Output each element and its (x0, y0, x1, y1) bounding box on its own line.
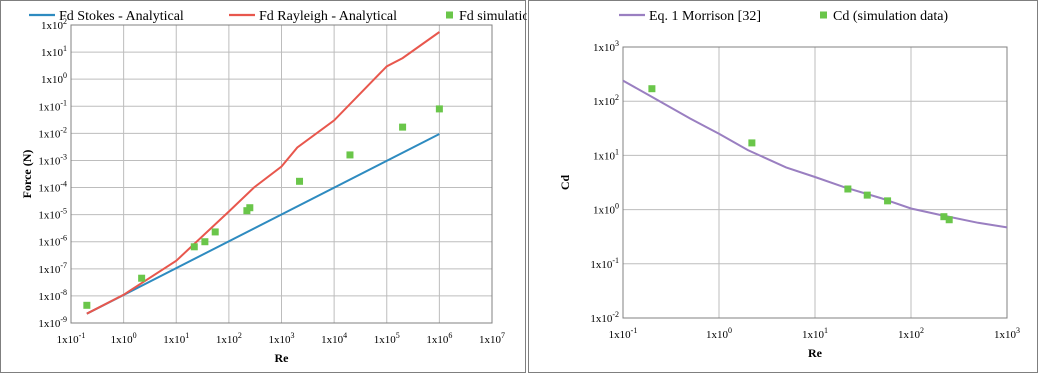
cd-chart: 1x10-1 1x100 1x101 1x102 1x1031x10-21x10-11x… (558, 9, 1020, 360)
y-tick-label: 1x10-3 (38, 152, 67, 167)
y-tick-label: 1x100 (593, 202, 619, 217)
x-tick-label: 1x101 (163, 331, 189, 346)
legend-label: Fd Stokes - Analytical (59, 9, 184, 24)
data-point (844, 185, 852, 193)
plot-area-border (70, 24, 493, 324)
y-tick-label: 1x10-1 (38, 98, 67, 113)
x-tick-label: 1x102 (898, 326, 924, 341)
y-tick-label: 1x10-6 (38, 234, 67, 249)
y-tick-label: 1x101 (593, 147, 619, 162)
force-chart-panel: 1x10-1 1x100 1x101 1x102 1x103 1x104 1x105 1x10… (0, 0, 527, 373)
x-tick-label: 1x103 (994, 326, 1020, 341)
y-tick-label: 1x100 (41, 71, 67, 86)
data-point (138, 274, 146, 282)
y-axis-title: Cd (558, 175, 572, 191)
series-line-1 (86, 31, 440, 315)
x-tick-label: 1x104 (321, 331, 347, 346)
data-point (246, 204, 254, 212)
x-tick-label: 1x106 (426, 331, 452, 346)
data-point (648, 85, 656, 93)
series-line-0 (86, 133, 440, 315)
data-point (296, 177, 304, 185)
data-point (399, 123, 407, 131)
data-point (940, 213, 948, 221)
y-tick-label: 1x10-4 (38, 180, 67, 195)
x-tick-label: 1x102 (216, 331, 242, 346)
plot-area-border (622, 46, 1008, 319)
legend-swatch-marker (820, 11, 827, 19)
force-chart: 1x10-1 1x100 1x101 1x102 1x103 1x104 1x105 1x10… (20, 9, 527, 365)
x-tick-label: 1x100 (706, 326, 732, 341)
data-point (201, 238, 209, 246)
x-axis-title: Re (275, 351, 290, 365)
data-point (211, 228, 219, 236)
y-tick-label: 1x102 (593, 93, 619, 108)
x-tick-label: 1x107 (479, 331, 505, 346)
data-point (190, 243, 198, 251)
y-tick-label: 1x10-1 (590, 256, 619, 271)
legend-label: Cd (simulation data) (833, 9, 948, 24)
y-tick-label: 1x102 (41, 17, 67, 32)
data-point (346, 151, 354, 159)
y-tick-label: 1x10-2 (38, 125, 67, 140)
y-tick-label: 1x10-9 (38, 315, 67, 330)
cd-chart-panel: 1x10-1 1x100 1x101 1x102 1x103 1x10-2 1x10-1 1x… (528, 0, 1038, 373)
x-tick-label: 1x10-1 (609, 326, 638, 341)
y-tick-label: 1x103 (593, 39, 619, 54)
x-axis-title: Re (808, 346, 823, 360)
data-point (83, 301, 91, 309)
y-tick-label: 1x101 (41, 44, 67, 59)
y-tick-label: 1x10-2 (590, 310, 619, 325)
y-axis-title: Force (N) (20, 150, 34, 199)
legend-label: Eq. 1 Morrison [32] (649, 9, 761, 24)
data-point (945, 216, 953, 224)
data-point (884, 197, 892, 205)
legend-label: Fd Rayleigh - Analytical (259, 9, 397, 24)
data-point (863, 191, 871, 199)
x-tick-label: 1x10-1 (57, 331, 86, 346)
legend-label: Fd simulation (459, 9, 527, 24)
x-tick-label: 1x101 (802, 326, 828, 341)
data-point (435, 105, 443, 113)
y-tick-label: 1x10-8 (38, 288, 67, 303)
series-line-0 (622, 79, 1008, 229)
y-tick-label: 1x10-5 (38, 207, 67, 222)
x-tick-label: 1x103 (269, 331, 295, 346)
data-point (748, 139, 756, 147)
x-tick-label: 1x100 (111, 331, 137, 346)
x-tick-label: 1x105 (374, 331, 400, 346)
y-tick-label: 1x10-7 (38, 261, 67, 276)
legend-swatch-marker (446, 11, 453, 19)
